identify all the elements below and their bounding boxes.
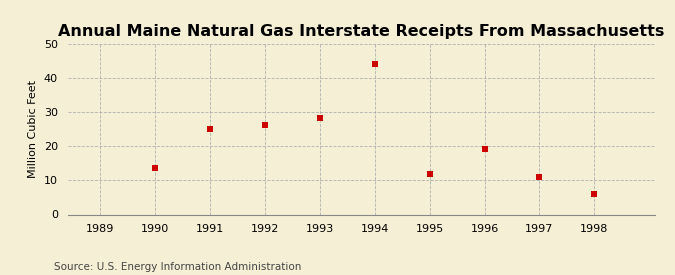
Y-axis label: Million Cubic Feet: Million Cubic Feet [28, 80, 38, 178]
Title: Annual Maine Natural Gas Interstate Receipts From Massachusetts: Annual Maine Natural Gas Interstate Rece… [58, 24, 664, 39]
Text: Source: U.S. Energy Information Administration: Source: U.S. Energy Information Administ… [54, 262, 301, 272]
